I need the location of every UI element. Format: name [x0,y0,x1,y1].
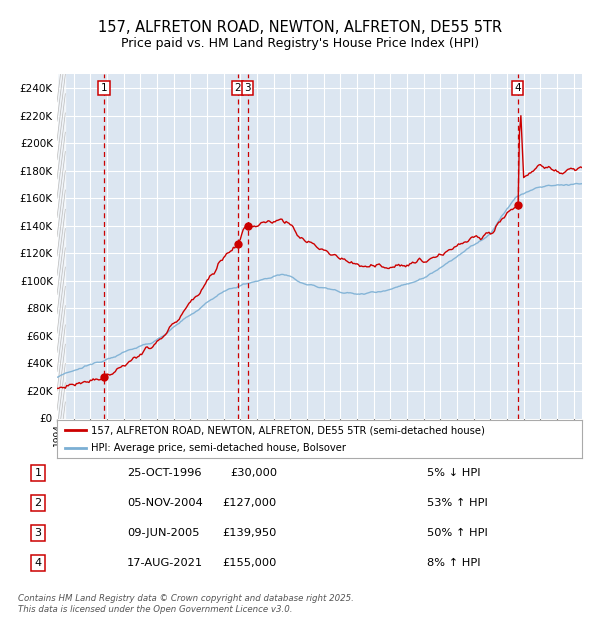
Text: Price paid vs. HM Land Registry's House Price Index (HPI): Price paid vs. HM Land Registry's House … [121,37,479,50]
Text: £139,950: £139,950 [223,528,277,538]
Text: 25-OCT-1996: 25-OCT-1996 [127,467,202,477]
Text: 3: 3 [244,83,251,93]
Text: 1: 1 [34,467,41,477]
Text: HPI: Average price, semi-detached house, Bolsover: HPI: Average price, semi-detached house,… [91,443,346,453]
Text: £127,000: £127,000 [223,498,277,508]
Text: 157, ALFRETON ROAD, NEWTON, ALFRETON, DE55 5TR (semi-detached house): 157, ALFRETON ROAD, NEWTON, ALFRETON, DE… [91,425,485,435]
Text: 50% ↑ HPI: 50% ↑ HPI [427,528,488,538]
Text: 8% ↑ HPI: 8% ↑ HPI [427,559,481,569]
Text: £155,000: £155,000 [223,559,277,569]
Text: Contains HM Land Registry data © Crown copyright and database right 2025.
This d: Contains HM Land Registry data © Crown c… [18,595,354,614]
Text: 17-AUG-2021: 17-AUG-2021 [127,559,203,569]
Text: 05-NOV-2004: 05-NOV-2004 [127,498,203,508]
Text: 2: 2 [34,498,41,508]
Text: 4: 4 [34,559,41,569]
Text: 53% ↑ HPI: 53% ↑ HPI [427,498,488,508]
Text: 5% ↓ HPI: 5% ↓ HPI [427,467,481,477]
Text: 3: 3 [34,528,41,538]
Text: 1: 1 [101,83,107,93]
Text: 4: 4 [514,83,521,93]
Text: 09-JUN-2005: 09-JUN-2005 [127,528,200,538]
Text: 2: 2 [235,83,241,93]
Text: 157, ALFRETON ROAD, NEWTON, ALFRETON, DE55 5TR: 157, ALFRETON ROAD, NEWTON, ALFRETON, DE… [98,20,502,35]
Text: £30,000: £30,000 [230,467,277,477]
